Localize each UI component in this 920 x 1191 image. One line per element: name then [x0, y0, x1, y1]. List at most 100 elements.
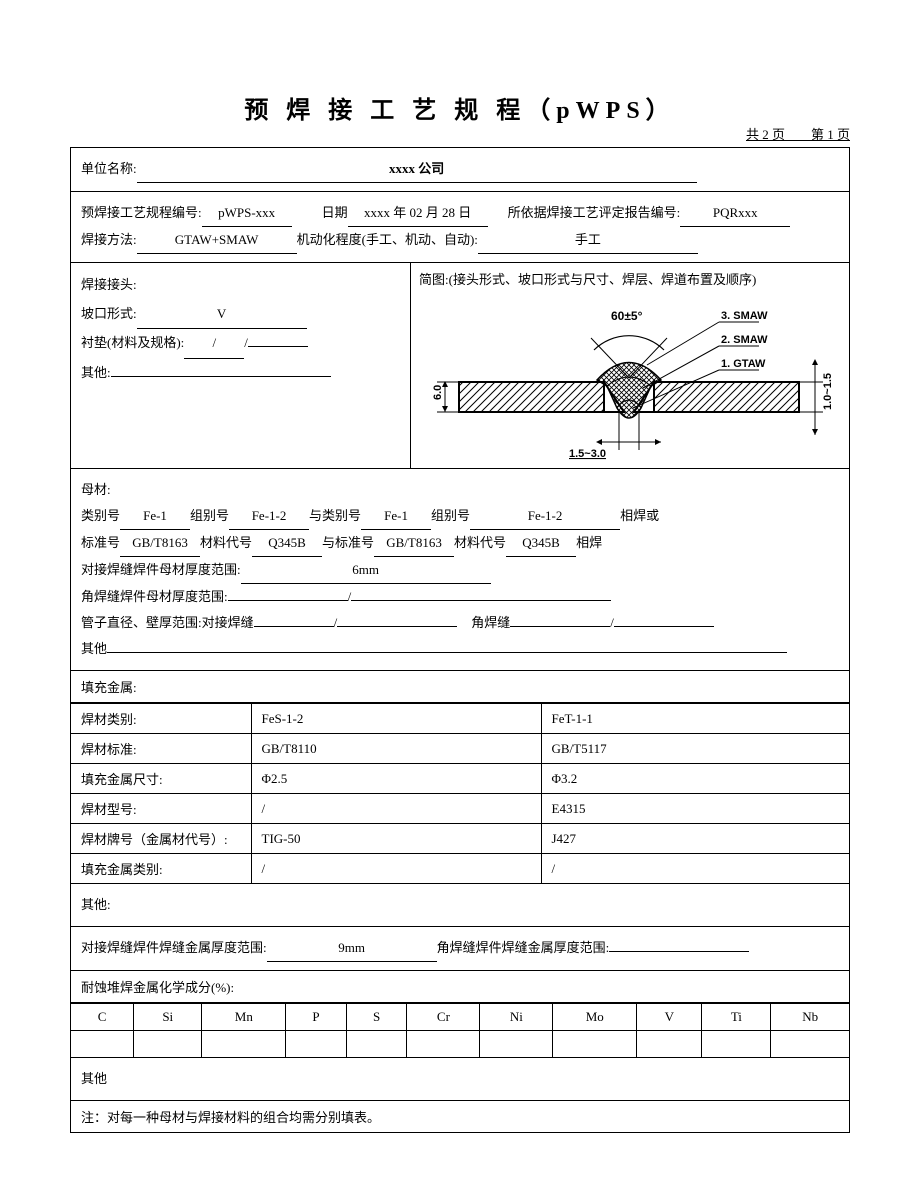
element-cell [407, 1031, 480, 1058]
fillet-val-b [614, 611, 714, 627]
joint-other [111, 361, 331, 377]
svg-text:1.5~3.0: 1.5~3.0 [569, 448, 606, 460]
svg-text:2. SMAW: 2. SMAW [721, 334, 768, 346]
diagram-caption: 简图:(接头形式、坡口形式与尺寸、焊层、焊道布置及顺序) [419, 269, 841, 288]
page-number: 共 2 页 第 1 页 [746, 124, 850, 143]
element-cell [346, 1031, 407, 1058]
with-std-label: 与标准号 [322, 530, 374, 556]
date-label: 日期 [322, 200, 348, 226]
filler-row-label: 焊材牌号（金属材代号）: [71, 824, 251, 854]
cat1: Fe-1 [120, 503, 190, 530]
filler-row-c2: E4315 [541, 794, 849, 824]
element-cell [134, 1031, 202, 1058]
filler-row-c2: Φ3.2 [541, 764, 849, 794]
svg-text:1.0~1.5: 1.0~1.5 [822, 373, 834, 410]
element-header: Cr [407, 1004, 480, 1031]
grp-label: 组别号 [190, 503, 229, 529]
mat2: Q345B [506, 530, 576, 557]
filler-other-label: 其他: [81, 892, 839, 918]
element-cell [71, 1031, 134, 1058]
grp-label2: 组别号 [431, 503, 470, 529]
svg-text:60±5°: 60±5° [611, 309, 643, 323]
element-cell [771, 1031, 849, 1058]
fillet-metal [609, 936, 749, 952]
filler-row-c1: / [251, 794, 541, 824]
pwps-no-label: 预焊接工艺规程编号: [81, 200, 202, 226]
chem-label: 耐蚀堆焊金属化学成分(%): [71, 971, 849, 1003]
element-cell [480, 1031, 553, 1058]
filler-row-c2: / [541, 854, 849, 884]
filler-row-label: 焊材型号: [71, 794, 251, 824]
filler-row-c1: / [251, 854, 541, 884]
svg-text:3. SMAW: 3. SMAW [721, 310, 768, 322]
method-label: 焊接方法: [81, 227, 137, 253]
backing-a: / [184, 329, 244, 359]
pwps-no: pWPS-xxx [202, 200, 292, 227]
filler-row-c1: GB/T8110 [251, 734, 541, 764]
element-header: Si [134, 1004, 202, 1031]
fillet-thick-b [351, 585, 611, 601]
element-cell [286, 1031, 347, 1058]
std1: GB/T8163 [120, 530, 200, 557]
fillet-label2: 角焊缝 [471, 610, 510, 636]
bm-other [107, 637, 787, 653]
unit-value: xxxx 公司 [137, 156, 697, 183]
filler-heading: 填充金属: [71, 671, 849, 703]
mat1: Q345B [252, 530, 322, 557]
weld-diagram: 60±5° 3. SMAW 2. SMAW 1. GTAW 6.0 [419, 290, 839, 460]
mech-label: 机动化程度(手工、机动、自动): [297, 227, 478, 253]
filler-row-c2: FeT-1-1 [541, 704, 849, 734]
joint-other-label: 其他: [81, 359, 111, 388]
filler-row-c1: Φ2.5 [251, 764, 541, 794]
cat2: Fe-1 [361, 503, 431, 530]
filler-row-c2: J427 [541, 824, 849, 854]
filler-row-c2: GB/T5117 [541, 734, 849, 764]
fillet-thick-label: 角焊缝焊件母材厚度范围: [81, 584, 228, 610]
element-header: C [71, 1004, 134, 1031]
form-container: 单位名称: xxxx 公司 预焊接工艺规程编号: pWPS-xxx 日期 xxx… [70, 147, 850, 1133]
fillet-metal-label: 角焊缝焊件焊缝金属厚度范围: [437, 935, 610, 961]
element-header: Mo [553, 1004, 637, 1031]
backing-b [248, 332, 308, 348]
unit-label: 单位名称: [81, 156, 137, 182]
filler-row-label: 焊材类别: [71, 704, 251, 734]
pipe-b [337, 611, 457, 627]
element-header: S [346, 1004, 407, 1031]
footnote: 注：对每一种母材与焊接材料的组合均需分别填表。 [71, 1101, 849, 1132]
joint-heading: 焊接接头: [81, 271, 400, 300]
backing-label: 衬垫(材料及规格): [81, 329, 184, 358]
element-header: V [637, 1004, 702, 1031]
element-header: Ti [702, 1004, 771, 1031]
butt-thick: 6mm [241, 557, 491, 584]
filler-row-label: 填充金属尺寸: [71, 764, 251, 794]
butt-thick-label: 对接焊缝焊件母材厚度范围: [81, 557, 241, 583]
mat-label2: 材料代号 [454, 530, 506, 556]
element-cell [553, 1031, 637, 1058]
fillet-val-a [510, 611, 610, 627]
page-title: 预 焊 接 工 艺 规 程（pWPS） [244, 90, 675, 125]
element-cell [637, 1031, 702, 1058]
filler-table: 焊材类别: FeS-1-2 FeT-1-1焊材标准: GB/T8110 GB/T… [71, 703, 849, 884]
filler-row-label: 填充金属类别: [71, 854, 251, 884]
mech-value: 手工 [478, 227, 698, 254]
filler-other2: 其他 [81, 1066, 839, 1092]
groove-label: 坡口形式: [81, 300, 137, 329]
mat-label: 材料代号 [200, 530, 252, 556]
grp1: Fe-1-2 [229, 503, 309, 530]
cat-label: 类别号 [81, 503, 120, 529]
butt-metal-label: 对接焊缝焊件焊缝金属厚度范围: [81, 935, 267, 961]
groove-value: V [137, 300, 307, 330]
fillet-thick-a [228, 585, 348, 601]
element-header: Mn [202, 1004, 286, 1031]
weld-or: 相焊或 [620, 503, 659, 529]
svg-text:1. GTAW: 1. GTAW [721, 358, 766, 370]
method-value: GTAW+SMAW [137, 227, 297, 254]
pqr-value: PQRxxx [680, 200, 790, 227]
element-cell [702, 1031, 771, 1058]
base-metal-heading: 母材: [81, 477, 839, 503]
std2: GB/T8163 [374, 530, 454, 557]
std-label: 标准号 [81, 530, 120, 556]
pipe-a [254, 611, 334, 627]
element-cell [202, 1031, 286, 1058]
butt-metal: 9mm [267, 935, 437, 962]
